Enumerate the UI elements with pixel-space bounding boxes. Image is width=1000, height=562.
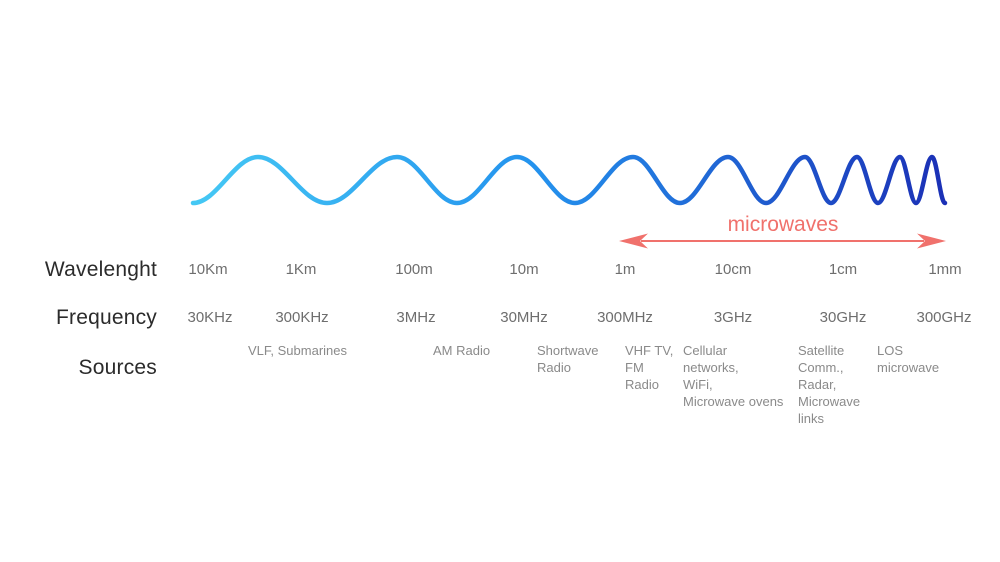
wavelength-value: 100m xyxy=(395,261,433,278)
wavelength-value: 10Km xyxy=(188,261,228,278)
frequency-value: 300GHz xyxy=(916,309,972,326)
frequency-value: 30MHz xyxy=(500,309,548,326)
wavelength-value: 1cm xyxy=(828,261,858,278)
source-item: AM Radio xyxy=(433,343,491,358)
wavelength-value: 1mm xyxy=(928,261,962,278)
wavelength-value: 1m xyxy=(614,261,636,278)
frequency-value: 30KHz xyxy=(187,309,233,326)
row-label-sources: Sources xyxy=(78,356,157,379)
frequency-value: 300KHz xyxy=(275,309,329,326)
source-item: Cellular networks, WiFi, Microwave ovens xyxy=(683,343,784,409)
frequency-value: 300MHz xyxy=(597,309,653,326)
wavelength-value: 1Km xyxy=(285,261,317,278)
source-item: VLF, Submarines xyxy=(248,343,347,358)
row-label-frequency: Frequency xyxy=(55,306,157,329)
wavelength-value: 10m xyxy=(509,261,539,278)
wavelength-value: 10cm xyxy=(714,261,752,278)
frequency-value: 30GHz xyxy=(819,309,867,326)
frequency-value: 3MHz xyxy=(396,309,436,326)
source-item: LOS microwave xyxy=(877,343,940,375)
frequency-value: 3GHz xyxy=(713,309,753,326)
source-item: Shortwave Radio xyxy=(537,343,599,375)
microwaves-label: microwaves xyxy=(727,213,839,236)
source-item: VHF TV, FM Radio xyxy=(625,343,674,392)
microwaves-range-arrow-icon xyxy=(619,233,946,249)
row-label-wavelength: Wavelenght xyxy=(44,258,157,281)
source-item: Satellite Comm., Radar, Microwave links xyxy=(798,343,861,426)
chirp-wave-icon xyxy=(190,154,948,206)
